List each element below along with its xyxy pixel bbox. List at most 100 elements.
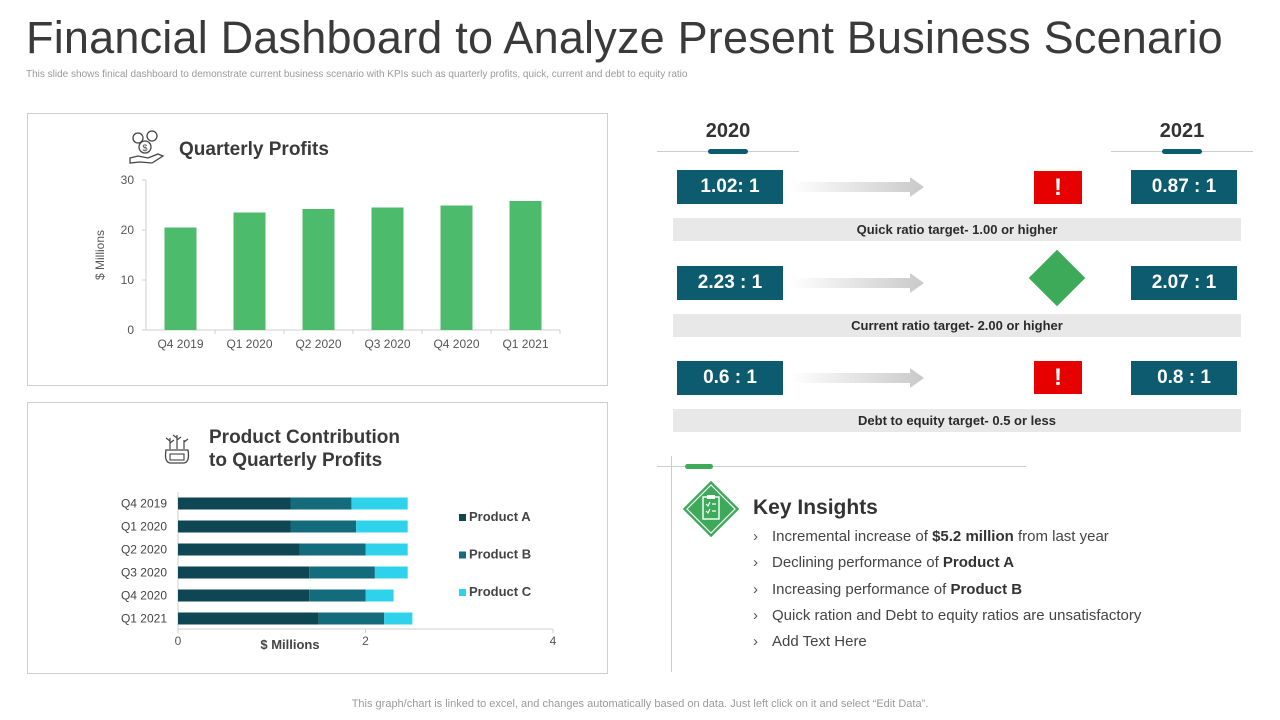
debt-equity-2021: 0.8 : 1 — [1131, 361, 1237, 395]
product-title-line1: Product Contribution — [209, 427, 401, 448]
page-title: Financial Dashboard to Analyze Present B… — [26, 12, 1223, 63]
y-tick-label: Q3 2020 — [121, 566, 167, 580]
y-tick-label: 30 — [121, 173, 135, 187]
svg-text:$: $ — [142, 143, 147, 153]
quarterly-profits-panel: $ Quarterly Profits 0 10 20 30 $ Millions Q4 … — [27, 113, 608, 386]
y-tick-label: Q4 2019 — [121, 497, 167, 511]
bar-segment-product-c — [365, 543, 408, 556]
legend-label: Product C — [469, 584, 532, 599]
debt-equity-2020: 0.6 : 1 — [677, 361, 783, 395]
insight-text: Increasing performance of — [772, 580, 951, 598]
legend-swatch — [459, 514, 466, 521]
money-hand-icon: $ — [129, 130, 165, 164]
bar-segment-product-b — [318, 612, 385, 625]
y-tick-label: Q2 2020 — [121, 543, 167, 557]
chevron-right-icon: › — [753, 580, 758, 598]
key-insights-title: Key Insights — [753, 496, 878, 519]
bar-segment-product-a — [178, 543, 300, 556]
alert-icon: ! — [1034, 361, 1082, 394]
arrow-icon — [790, 177, 924, 197]
alert-symbol: ! — [1054, 173, 1062, 201]
x-tick-label: Q1 2020 — [226, 337, 272, 351]
bar-q3-2020 — [371, 207, 404, 330]
insight-text: from last year — [1013, 528, 1109, 545]
chevron-right-icon: › — [753, 554, 758, 572]
quick-ratio-2020: 1.02: 1 — [677, 170, 783, 204]
chevron-right-icon: › — [753, 528, 758, 545]
y-axis-title: $ Millions — [93, 230, 107, 280]
product-contribution-title: Product Contribution to Quarterly Profit… — [209, 426, 400, 472]
bar-q1-2021 — [509, 201, 542, 330]
product-contribution-panel: Product Contribution to Quarterly Profit… — [27, 402, 608, 674]
insights-left-rule — [671, 456, 672, 672]
insight-text: Incremental increase of — [772, 528, 933, 545]
insight-text: Declining performance of — [772, 554, 943, 572]
current-ratio-2021: 2.07 : 1 — [1131, 266, 1237, 300]
bar-segment-product-c — [365, 589, 394, 602]
x-tick-label: Q4 2020 — [433, 337, 479, 351]
insight-item: › Quick ration and Debt to equity ratios … — [753, 607, 1141, 624]
bar-segment-product-b — [299, 543, 366, 556]
x-axis-title: $ Millions — [260, 637, 319, 652]
alert-symbol: ! — [1054, 363, 1062, 391]
bar-segment-product-a — [178, 497, 291, 510]
y-tick-label: Q4 2020 — [121, 589, 167, 603]
quick-ratio-target: Quick ratio target- 1.00 or higher — [673, 218, 1241, 241]
bar-segment-product-c — [351, 497, 408, 510]
x-tick-label: Q2 2020 — [295, 337, 341, 351]
arrow-icon — [790, 273, 924, 293]
y-tick-label: 10 — [121, 273, 135, 287]
bar-segment-product-b — [309, 589, 366, 602]
footer-note: This graph/chart is linked to excel, and… — [351, 698, 929, 710]
insight-item: › Declining performance of Product A — [753, 554, 1014, 571]
legend-swatch — [459, 551, 466, 559]
bar-segment-product-b — [309, 566, 375, 579]
insight-emphasis: Product B — [950, 580, 1023, 598]
chevron-right-icon: › — [753, 633, 758, 651]
year-2020-label: 2020 — [705, 120, 751, 142]
clipboard-checklist-icon — [682, 480, 740, 538]
year-2021-label: 2021 — [1159, 120, 1205, 142]
ok-diamond-icon — [1028, 249, 1086, 307]
page-subtitle: This slide shows finical dashboard to de… — [26, 69, 688, 80]
insight-text: Quick ration and Debt to equity ratios a… — [772, 606, 1142, 624]
x-tick-label: 4 — [550, 634, 557, 648]
quarterly-profits-chart: 0 10 20 30 $ Millions Q4 2019 Q1 2020 Q2 2020 Q3… — [93, 173, 561, 351]
x-tick-label: Q3 2020 — [364, 337, 410, 351]
year-2020-tab — [708, 149, 748, 154]
bar-segment-product-a — [178, 612, 319, 625]
quick-ratio-2021: 0.87 : 1 — [1131, 170, 1237, 204]
product-title-line2: to Quarterly Profits — [209, 450, 383, 471]
bar-segment-product-a — [178, 566, 310, 579]
money-bag-plants-icon — [164, 434, 190, 464]
x-tick-label: Q4 2019 — [157, 337, 203, 351]
insight-emphasis: Product A — [942, 554, 1015, 572]
bar-q4-2020 — [440, 205, 473, 330]
bar-segment-product-b — [290, 520, 357, 533]
bar-q2-2020 — [302, 209, 335, 330]
bar-segment-product-c — [384, 612, 413, 625]
quarterly-profits-title: Quarterly Profits — [179, 139, 329, 160]
x-tick-label: 0 — [175, 634, 182, 648]
legend-label: Product B — [469, 547, 531, 562]
bar-segment-product-c — [356, 520, 408, 533]
alert-icon: ! — [1034, 171, 1082, 204]
current-ratio-2020: 2.23 : 1 — [677, 266, 783, 300]
legend-label: Product A — [469, 509, 531, 524]
y-tick-label: 20 — [121, 223, 135, 237]
bar-segment-product-a — [178, 520, 291, 533]
bar-segment-product-c — [374, 566, 408, 579]
chevron-right-icon: › — [753, 606, 758, 624]
insights-tab — [685, 464, 713, 469]
insight-text: Add Text Here — [772, 633, 867, 651]
insight-item: › Incremental increase of $5.2 million fr… — [753, 528, 1109, 545]
year-2021-tab — [1162, 149, 1202, 154]
product-contribution-chart: 0 2 4 $ Millions Q4 2019 Q1 2020 Q2 2020 Q3 202… — [121, 492, 557, 652]
insight-item: › Add Text Here — [753, 633, 867, 650]
legend-swatch — [459, 589, 466, 596]
y-tick-label: Q1 2020 — [121, 520, 167, 534]
insight-emphasis: $5.2 million — [932, 528, 1014, 545]
bar-q4-2019 — [164, 227, 197, 330]
bar-q1-2020 — [233, 212, 266, 330]
y-tick-label: Q1 2021 — [121, 612, 167, 626]
